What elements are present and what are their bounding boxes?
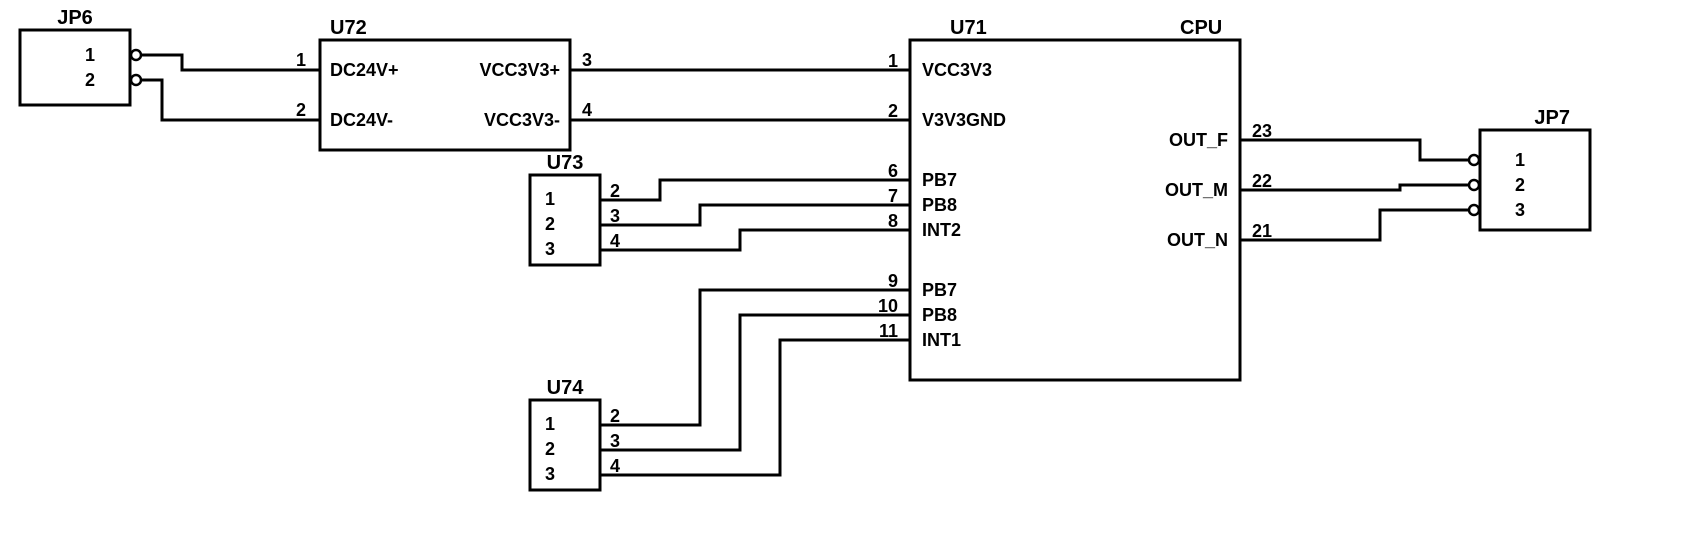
- svg-text:4: 4: [610, 456, 620, 476]
- svg-text:2: 2: [610, 406, 620, 426]
- svg-text:21: 21: [1252, 221, 1272, 241]
- svg-text:22: 22: [1252, 171, 1272, 191]
- svg-text:OUT_N: OUT_N: [1167, 230, 1228, 250]
- svg-text:JP6: JP6: [57, 7, 93, 29]
- svg-text:3: 3: [610, 206, 620, 226]
- svg-text:2: 2: [85, 70, 95, 90]
- svg-text:3: 3: [582, 50, 592, 70]
- svg-text:U73: U73: [547, 152, 584, 174]
- svg-text:1: 1: [85, 45, 95, 65]
- svg-text:1: 1: [296, 50, 306, 70]
- svg-text:3: 3: [1515, 200, 1525, 220]
- svg-text:U72: U72: [330, 17, 367, 39]
- svg-text:2: 2: [545, 439, 555, 459]
- svg-text:CPU: CPU: [1180, 17, 1222, 39]
- svg-text:INT1: INT1: [922, 330, 961, 350]
- svg-text:9: 9: [888, 271, 898, 291]
- svg-text:1: 1: [888, 51, 898, 71]
- svg-text:4: 4: [610, 231, 620, 251]
- svg-text:1: 1: [545, 414, 555, 434]
- svg-text:2: 2: [545, 214, 555, 234]
- svg-text:PB8: PB8: [922, 195, 957, 215]
- svg-text:3: 3: [545, 239, 555, 259]
- svg-text:8: 8: [888, 211, 898, 231]
- svg-text:PB7: PB7: [922, 170, 957, 190]
- svg-text:DC24V+: DC24V+: [330, 60, 399, 80]
- svg-text:7: 7: [888, 186, 898, 206]
- svg-text:1: 1: [1515, 150, 1525, 170]
- svg-text:2: 2: [296, 100, 306, 120]
- svg-text:VCC3V3: VCC3V3: [922, 60, 992, 80]
- svg-text:4: 4: [582, 100, 592, 120]
- svg-text:INT2: INT2: [922, 220, 961, 240]
- svg-text:VCC3V3+: VCC3V3+: [479, 60, 560, 80]
- svg-text:2: 2: [888, 101, 898, 121]
- svg-text:10: 10: [878, 296, 898, 316]
- svg-text:PB8: PB8: [922, 305, 957, 325]
- svg-text:2: 2: [1515, 175, 1525, 195]
- svg-text:JP7: JP7: [1534, 107, 1570, 129]
- svg-text:11: 11: [879, 321, 898, 341]
- svg-text:VCC3V3-: VCC3V3-: [484, 110, 560, 130]
- svg-text:3: 3: [610, 431, 620, 451]
- svg-text:3: 3: [545, 464, 555, 484]
- svg-text:U71: U71: [950, 17, 987, 39]
- svg-text:V3V3GND: V3V3GND: [922, 110, 1006, 130]
- svg-text:PB7: PB7: [922, 280, 957, 300]
- svg-text:6: 6: [888, 161, 898, 181]
- svg-text:OUT_M: OUT_M: [1165, 180, 1228, 200]
- svg-text:1: 1: [545, 189, 555, 209]
- svg-text:23: 23: [1252, 121, 1272, 141]
- svg-text:U74: U74: [547, 377, 585, 399]
- svg-text:OUT_F: OUT_F: [1169, 130, 1228, 150]
- svg-text:DC24V-: DC24V-: [330, 110, 393, 130]
- svg-text:2: 2: [610, 181, 620, 201]
